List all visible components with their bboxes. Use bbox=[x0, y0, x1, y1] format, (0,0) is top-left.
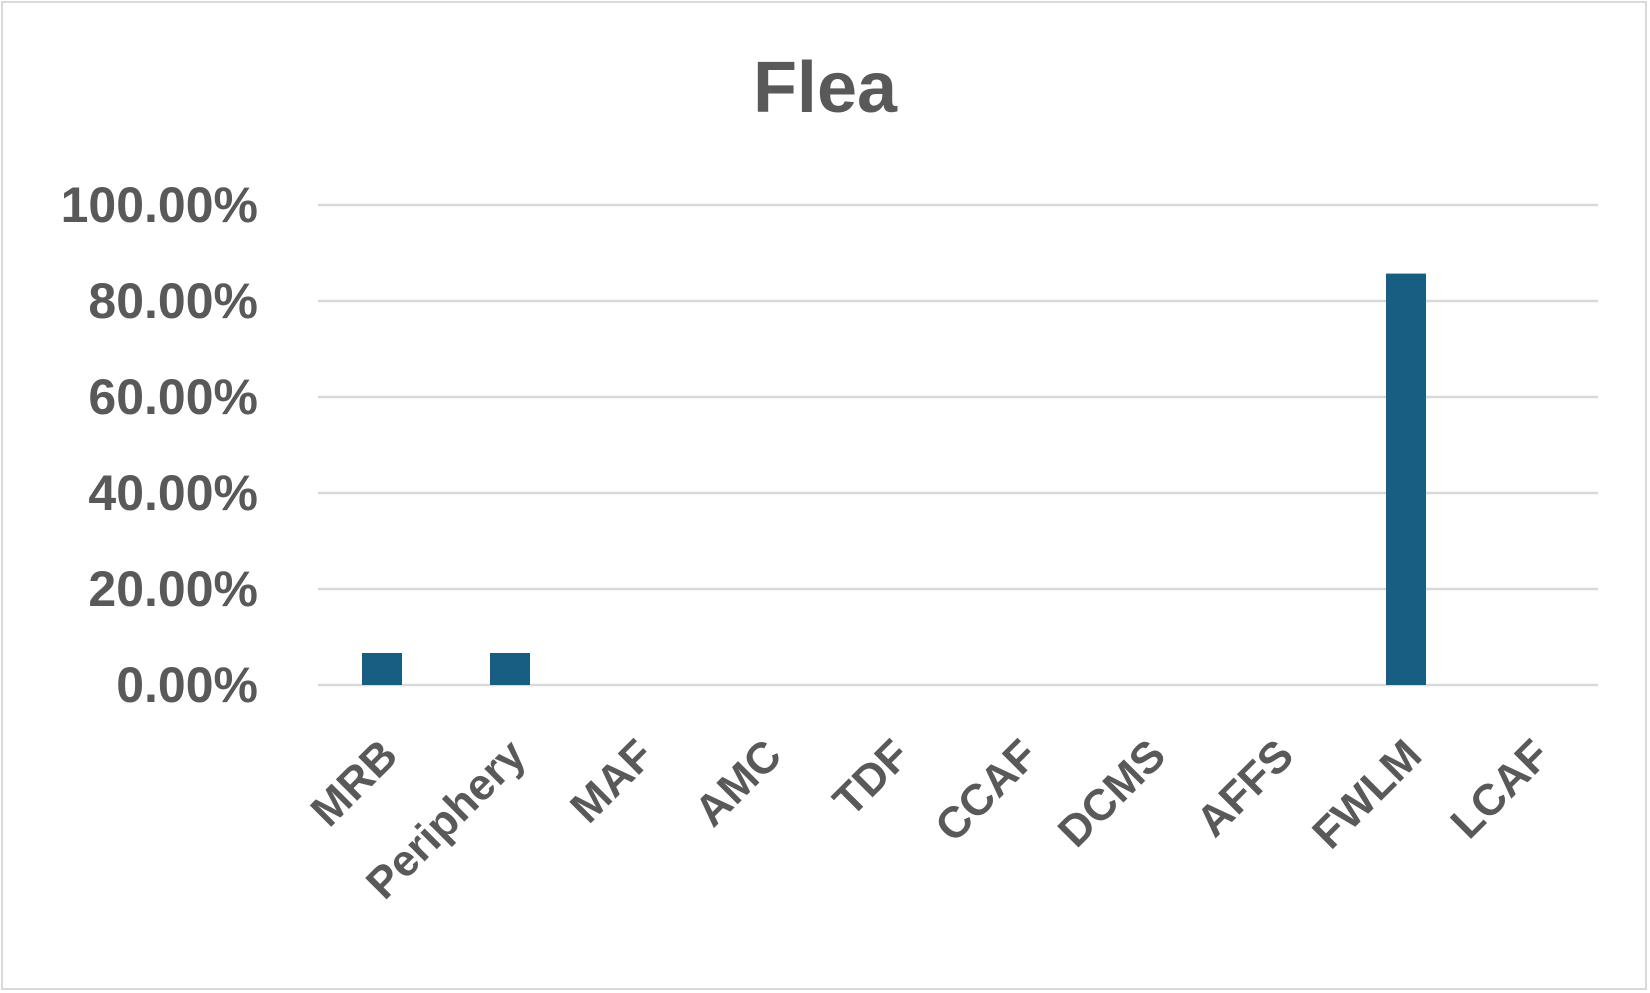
y-tick-label: 20.00% bbox=[88, 561, 258, 617]
y-axis-ticks: 0.00% 20.00% 40.00% 60.00% 80.00% 100.00% bbox=[61, 177, 258, 713]
bar bbox=[490, 652, 530, 685]
bar bbox=[1386, 273, 1426, 685]
x-tick-label: MAF bbox=[561, 730, 663, 832]
x-tick-label: AFFS bbox=[1187, 730, 1303, 846]
y-tick-label: 0.00% bbox=[116, 657, 258, 713]
bar bbox=[362, 652, 402, 685]
y-tick-label: 40.00% bbox=[88, 465, 258, 521]
x-tick-label: AMC bbox=[686, 730, 792, 836]
y-tick-label: 100.00% bbox=[61, 177, 258, 233]
gridlines bbox=[318, 203, 1598, 687]
bars bbox=[362, 273, 1426, 685]
chart-title: Flea bbox=[753, 48, 898, 128]
x-tick-label: TDF bbox=[824, 730, 919, 825]
x-tick-label: CCAF bbox=[926, 730, 1047, 851]
x-tick-label: LCAF bbox=[1441, 730, 1559, 848]
y-tick-label: 80.00% bbox=[88, 273, 258, 329]
x-tick-label: MRB bbox=[302, 730, 408, 836]
x-tick-label: FWLM bbox=[1303, 730, 1431, 858]
x-tick-label: DCMS bbox=[1049, 730, 1175, 856]
y-tick-label: 60.00% bbox=[88, 369, 258, 425]
